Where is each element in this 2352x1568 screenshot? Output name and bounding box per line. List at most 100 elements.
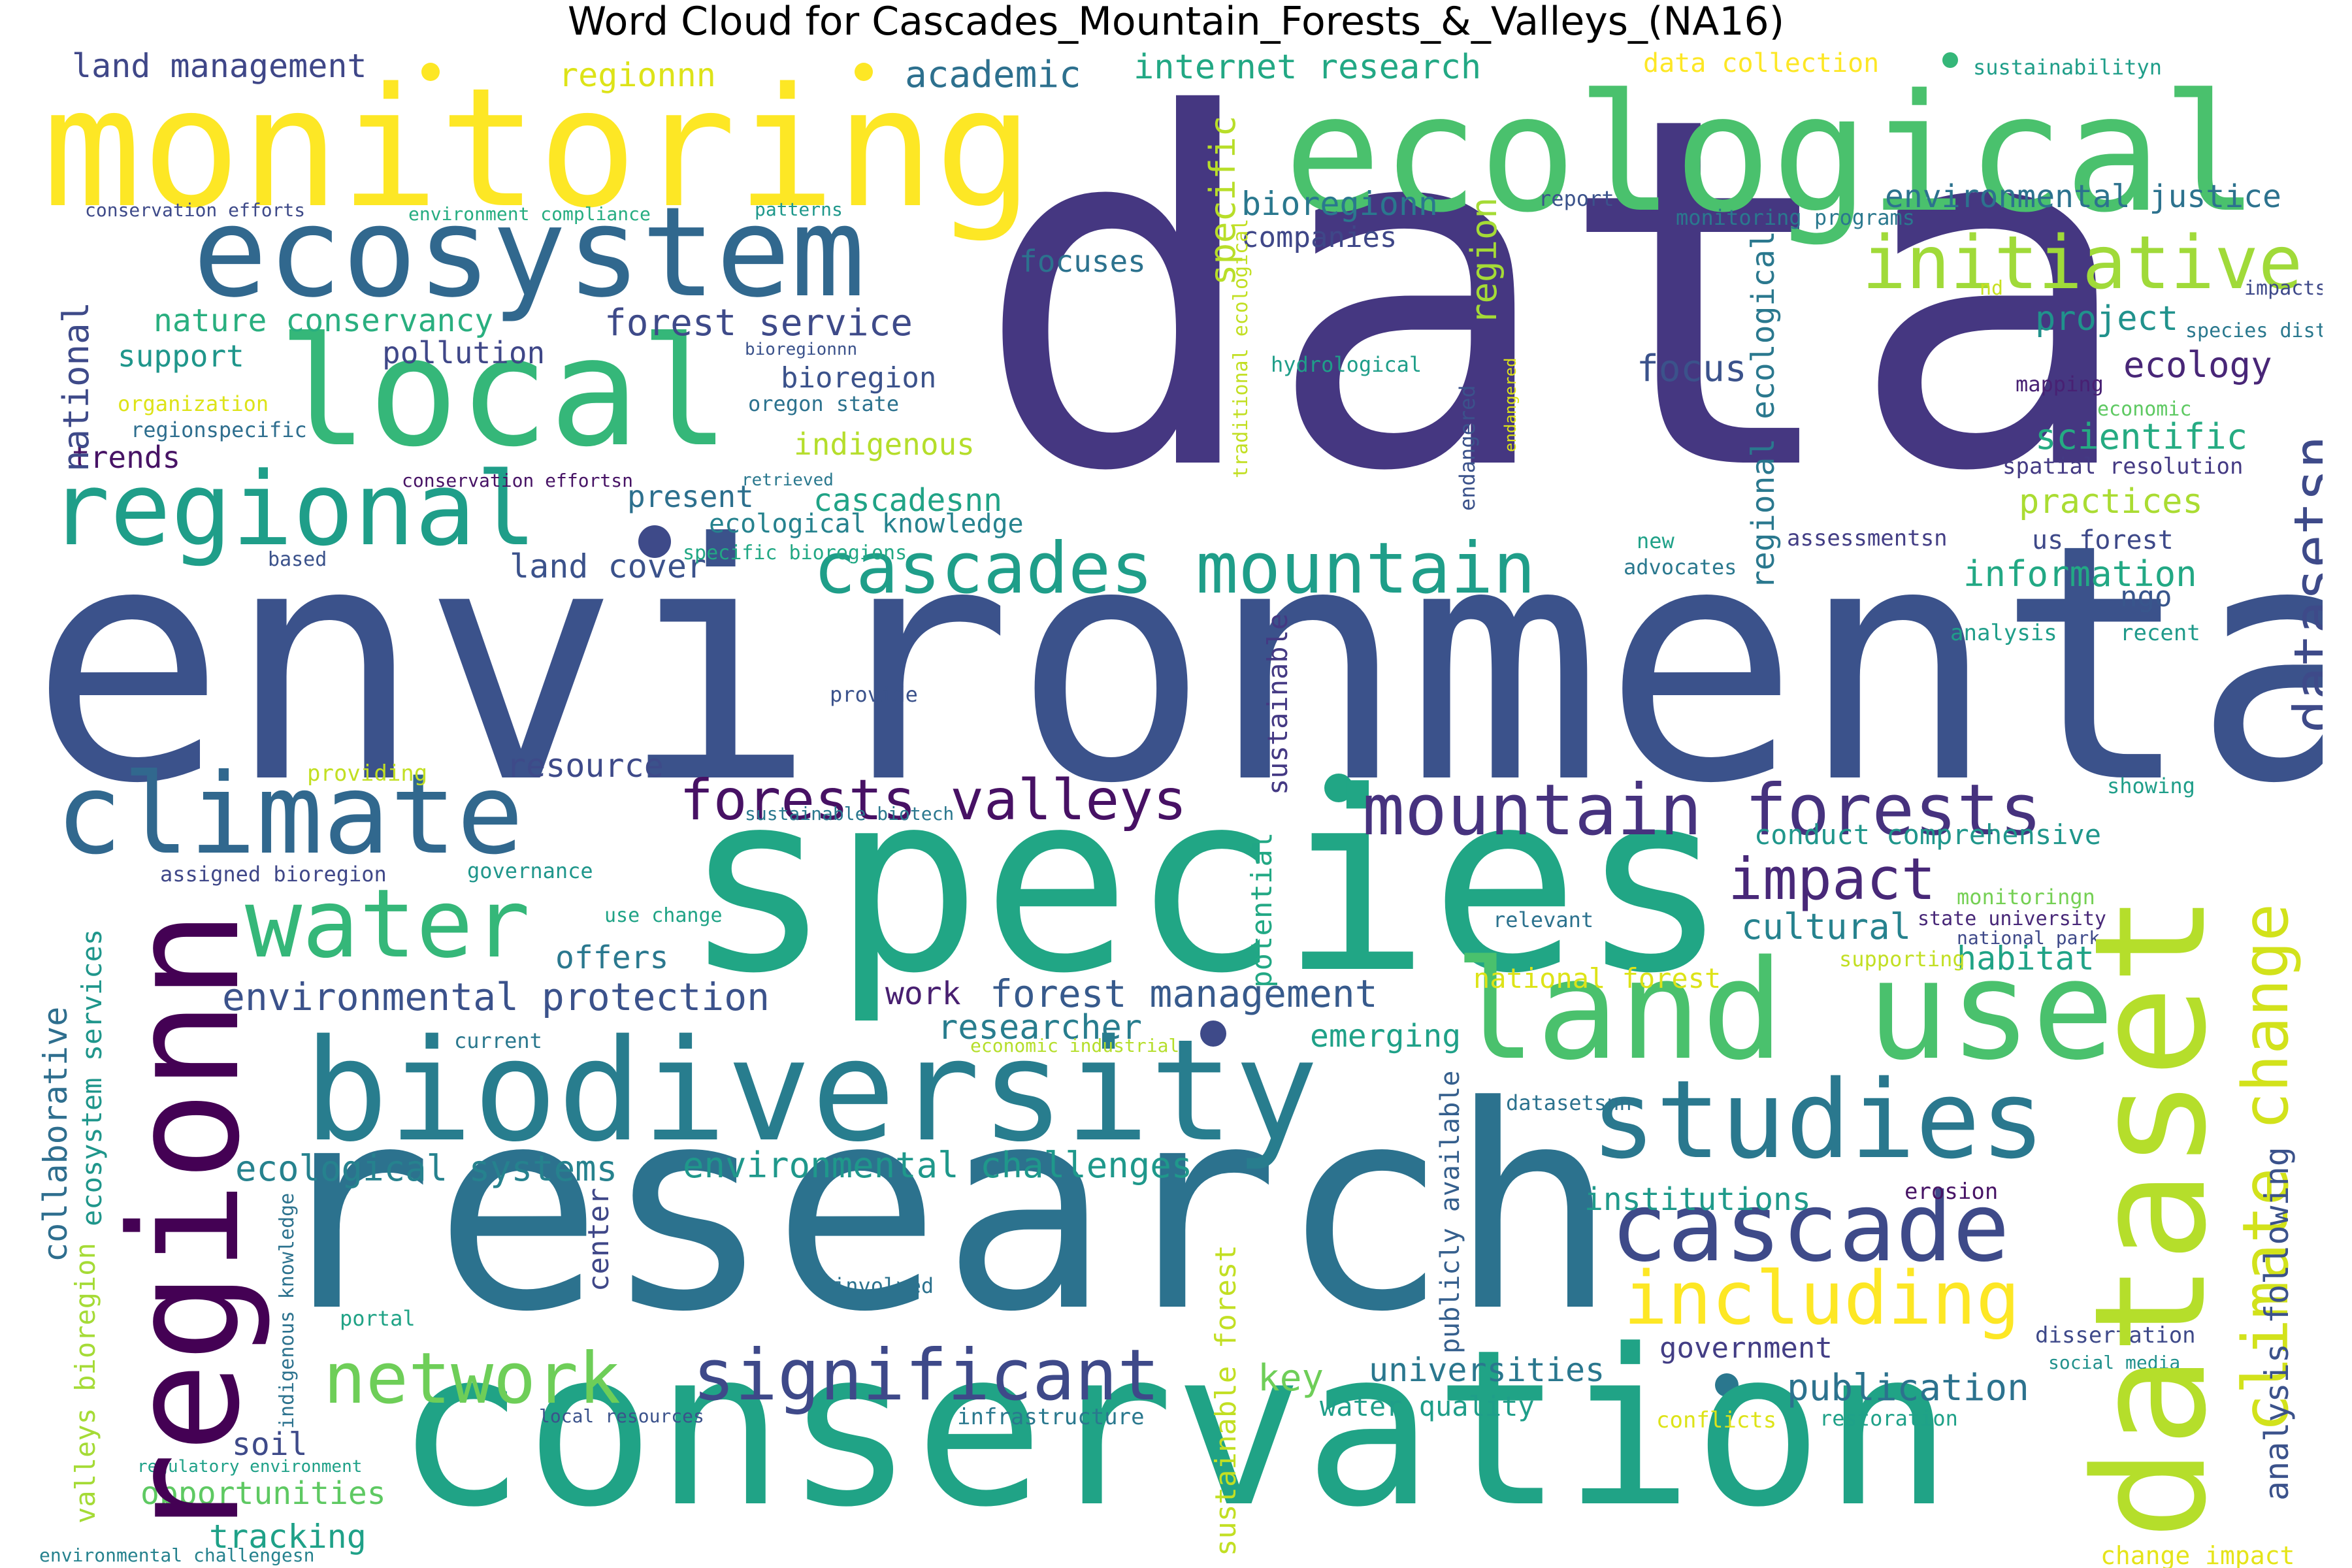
word-forest-management: forest management [990, 972, 1378, 1016]
word-nd: impactsnn [2244, 277, 2323, 300]
word-soil: soil [232, 1426, 308, 1463]
word-use-change: use change [604, 904, 723, 927]
word-ecological-systems: ecological systems [235, 1148, 618, 1189]
word-region: region [1463, 197, 1505, 325]
word-cascades-mountain: cascades mountain [813, 528, 1536, 610]
word-academic: academic [905, 54, 1081, 96]
word-organization: regionspecific [131, 417, 307, 442]
word-datasetsn: datasetsn [2282, 435, 2323, 733]
word-conservation-efforts: environment compliance [408, 203, 651, 225]
word-environmental-justice: environmental justice [1885, 178, 2281, 215]
word-change-impact: change impact [2100, 1541, 2295, 1568]
word-cultural: cultural [1741, 906, 1912, 947]
word-valleys-bioregion: valleys bioregion [69, 1243, 101, 1524]
word-analysis: analysis [1950, 620, 2057, 646]
word-infrastructure: infrastructure [957, 1404, 1145, 1430]
word-center: center [582, 1188, 615, 1292]
word-impactsnn: species distribution [2185, 319, 2323, 342]
decorative-dot [1942, 52, 1958, 68]
word-erosion: erosion [1904, 1179, 1999, 1205]
word-restoration: restoration [1820, 1406, 1958, 1431]
word-forest-service: forest service [604, 302, 913, 344]
word-biodiversity: biodiversity [304, 1009, 1319, 1173]
word-researcher: researcher [938, 1008, 1143, 1047]
word-focuses: focuses [1019, 244, 1146, 279]
word-state-university: state university [1918, 907, 2106, 930]
word-land-management: land management [72, 47, 367, 85]
word-dataset: dataset [2062, 892, 2240, 1540]
word-current: current [454, 1028, 542, 1053]
decorative-dot [1200, 1021, 1226, 1047]
word-practices: practices [2019, 482, 2203, 521]
word-cascade: cascade [1610, 1173, 2010, 1283]
word-regional-ecological: regional ecological [1745, 230, 1782, 589]
word-indigenous: indigenous [794, 427, 975, 462]
word-regional: regional [49, 450, 537, 568]
word-bioregionnn: organization [118, 391, 269, 416]
word-mountain-forests: mountain forests [1362, 770, 2042, 851]
word-significant: significant [693, 1335, 1160, 1416]
word-institutions: institutions [1584, 1181, 1811, 1218]
word-government: government [1659, 1331, 1833, 1365]
word-habitat: habitat [1957, 939, 2095, 977]
word-resource: resource [506, 747, 664, 785]
word-environmental-challenges: environmental challenges [683, 1145, 1193, 1186]
word-advocates: advocates [1624, 555, 1737, 580]
word-endangered: endangered [1455, 385, 1480, 511]
word-conservation: conservation [395, 1303, 1953, 1554]
word-based: hydrological [1271, 352, 1422, 377]
word-national-forest: national forest [1473, 962, 1722, 994]
word-cascadesnn: cascadesnn [813, 482, 1002, 519]
word-tracking: tracking [209, 1518, 367, 1556]
word-collaborative: collaborative [37, 1006, 74, 1262]
word-regionspecific: oregon state [748, 391, 900, 416]
word-work: work [885, 975, 961, 1012]
word-data: data [973, 47, 2138, 577]
decorative-dot [638, 525, 671, 558]
word-environmental-challengesn: environmental challengesn [39, 1544, 315, 1566]
word-monitoringn: monitoringn [1957, 885, 2095, 909]
word-report: monitoring programs [1676, 205, 1916, 230]
word-ecosystem-services: ecosystem services [76, 928, 108, 1226]
word-companies: companies [1241, 221, 1397, 254]
word-conservation-effortsn: retrieved [742, 470, 834, 490]
word-retrieved: specific bioregions [683, 542, 907, 564]
word-trends: trends [72, 440, 181, 475]
word-conflicts: conflicts [1656, 1407, 1777, 1433]
word-forests-valleys: forests valleys [679, 768, 1187, 833]
word-species: species [683, 738, 1729, 1028]
word-oregon-state: conservation effortsn [402, 470, 634, 491]
word-assessmentsn: assessmentsn [1787, 525, 1948, 551]
chart-title: Word Cloud for Cascades_Mountain_Forests… [567, 0, 1785, 44]
word-specific-bioregions: based [268, 548, 327, 571]
word-regulatory-environment: regulatory environment [137, 1457, 363, 1477]
word-patterns: report [1539, 186, 1614, 211]
word-environment-compliance: patterns [755, 199, 843, 220]
word-ecological: ecological [1284, 60, 2260, 248]
word-providing: providing [307, 760, 428, 787]
word-opportunities: opportunities [140, 1475, 386, 1512]
word-dissertation: dissertation [2035, 1322, 2196, 1348]
word-land-cover: land cover [510, 547, 707, 585]
word-bioregion: bioregion [781, 361, 937, 395]
word-conduct-comprehensive: conduct comprehensive [1754, 819, 2102, 851]
word-studies: studies [1591, 1057, 2046, 1183]
decorative-dot [1324, 774, 1353, 802]
word-spatial-resolution: spatial resolution [2002, 453, 2244, 480]
word-land-use: land use [1454, 930, 2115, 1090]
word-data-collection: data collection [1643, 48, 1880, 78]
word-economic-industrial: economic industrial [970, 1035, 1180, 1056]
word-cloud: data environmental species research cons… [29, 47, 2323, 1568]
word-universities: universities [1369, 1351, 1605, 1389]
word-publication: publication [1787, 1367, 2029, 1409]
word-species-distribution: bioregionnn [745, 340, 858, 359]
word-information: information [1963, 553, 2197, 595]
word-mapping: mapping [2016, 372, 2104, 397]
word-monitoring-programs: nd [1980, 277, 2004, 300]
word-bioregionn: bioregionn [1241, 185, 1439, 223]
word-recent: recent [2120, 620, 2200, 646]
word-climate: climate [56, 750, 524, 879]
word-impact: impact [1728, 845, 1936, 913]
word-relevant: relevant [1493, 907, 1594, 932]
word-scientific: scientific [2035, 416, 2248, 457]
